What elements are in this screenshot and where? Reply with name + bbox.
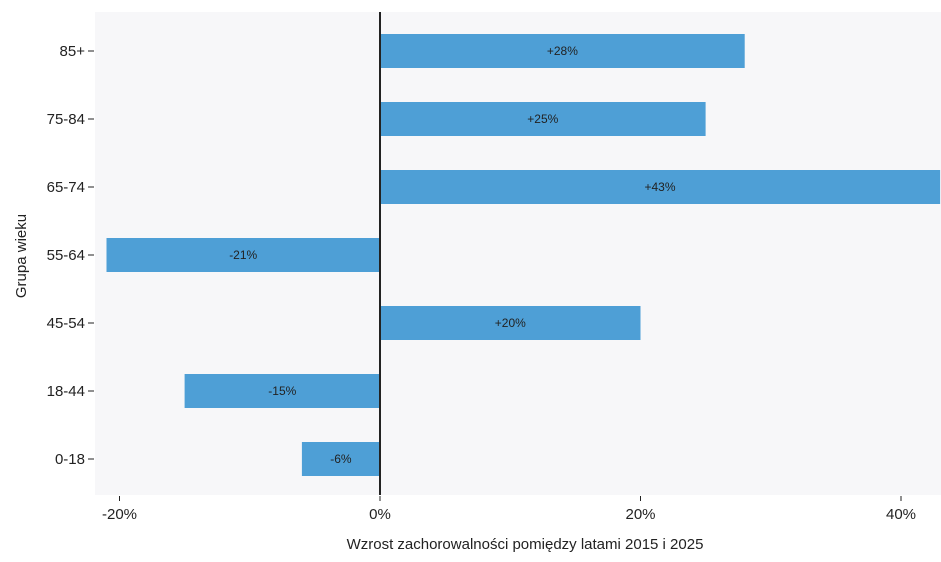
bar-65-74 xyxy=(380,170,941,204)
bar-0-18 xyxy=(301,442,380,476)
bar-18-44 xyxy=(184,374,380,408)
x-axis-ticks: -20% 0% 20% 40% xyxy=(102,496,916,523)
bar-value-label: +20% xyxy=(495,316,526,330)
x-tick-label: 40% xyxy=(886,506,916,523)
y-axis-ticks: 85+ 75-84 65-74 55-64 45-54 18-44 0-18 xyxy=(47,43,94,468)
bar-55-64 xyxy=(106,238,380,272)
y-tick-label: 55-64 xyxy=(47,247,85,264)
bars-layer xyxy=(106,34,941,476)
bar-value-label: +28% xyxy=(547,44,578,58)
bar-45-54 xyxy=(380,306,641,340)
bar-value-label: -6% xyxy=(330,452,352,466)
x-tick-label: 20% xyxy=(625,506,655,523)
y-axis-title: Grupa wieku xyxy=(13,214,30,298)
bar-value-label: -21% xyxy=(229,248,257,262)
x-tick-label: 0% xyxy=(369,506,391,523)
data-labels-layer: +28% +25% +43% -21% +20% -15% -6% xyxy=(229,44,676,466)
bar-75-84 xyxy=(380,102,706,136)
bar-value-label: +25% xyxy=(527,112,558,126)
y-tick-label: 45-54 xyxy=(47,315,85,332)
bar-value-label: +43% xyxy=(644,180,675,194)
y-tick-label: 75-84 xyxy=(47,111,85,128)
x-tick-label: -20% xyxy=(102,506,137,523)
y-tick-label: 0-18 xyxy=(55,451,85,468)
y-tick-label: 18-44 xyxy=(47,383,85,400)
y-tick-label: 85+ xyxy=(60,43,86,60)
y-tick-label: 65-74 xyxy=(47,179,85,196)
x-axis-title: Wzrost zachorowalności pomiędzy latami 2… xyxy=(347,536,704,553)
bar-value-label: -15% xyxy=(268,384,296,398)
bar-85+ xyxy=(380,34,745,68)
